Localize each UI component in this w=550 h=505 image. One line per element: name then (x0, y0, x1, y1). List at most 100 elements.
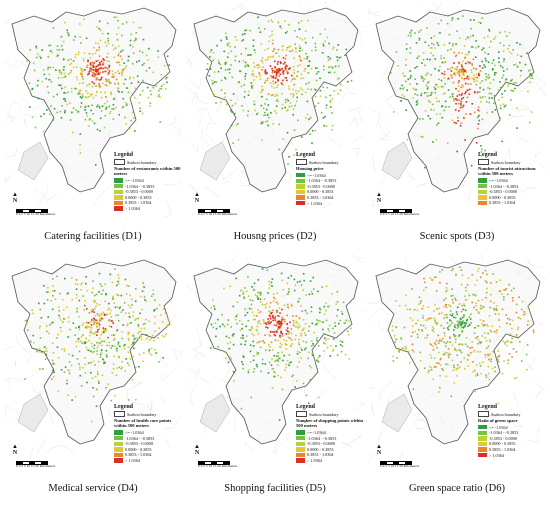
legend-swatch (114, 206, 123, 211)
grid-cell (94, 70, 97, 73)
grid-cell (98, 382, 100, 384)
grid-cell (406, 308, 409, 311)
grid-cell (212, 52, 215, 54)
grid-cell (277, 325, 280, 328)
grid-cell (400, 338, 403, 341)
grid-cell (473, 306, 475, 309)
grid-cell (96, 331, 99, 333)
grid-cell (94, 52, 97, 54)
grid-cell (267, 58, 269, 60)
grid-cell (319, 320, 321, 323)
grid-cell (278, 322, 281, 324)
grid-cell (477, 270, 479, 273)
grid-cell (274, 66, 276, 68)
grid-cell (254, 294, 257, 296)
grid-cell (67, 32, 70, 35)
grid-cell (453, 364, 455, 367)
grid-cell (82, 95, 84, 98)
grid-cell (463, 45, 466, 47)
grid-cell (478, 110, 481, 113)
grid-cell (58, 49, 60, 51)
grid-cell (114, 83, 116, 85)
grid-cell (78, 51, 80, 53)
grid-cell (522, 313, 525, 316)
grid-cell (257, 322, 259, 324)
grid-cell (85, 276, 87, 278)
grid-cell (301, 49, 304, 52)
grid-cell (312, 342, 314, 345)
grid-cell (298, 316, 300, 319)
grid-cell (102, 311, 105, 314)
grid-cell (286, 359, 289, 362)
grid-cell (311, 352, 313, 355)
grid-cell (94, 321, 96, 324)
grid-cell (436, 362, 438, 364)
grid-cell (66, 306, 68, 308)
grid-cell (24, 378, 26, 380)
grid-cell (343, 322, 345, 324)
grid-cell (311, 36, 314, 39)
grid-cell (160, 314, 162, 316)
grid-cell (64, 109, 66, 112)
grid-cell (486, 111, 488, 114)
grid-cell (111, 345, 114, 347)
grid-cell (154, 330, 156, 332)
grid-cell (456, 71, 459, 73)
grid-cell (281, 335, 284, 337)
legend-class-row: 0.0000 - 0.3853 (114, 195, 182, 201)
grid-cell (438, 340, 441, 342)
grid-cell (526, 52, 528, 54)
grid-cell (75, 340, 78, 343)
grid-cell (434, 321, 437, 324)
grid-cell (512, 90, 515, 92)
grid-cell (418, 296, 421, 299)
grid-cell (36, 53, 39, 55)
grid-cell (122, 68, 125, 71)
grid-cell (456, 354, 458, 356)
grid-cell (105, 386, 107, 389)
grid-cell (235, 277, 237, 280)
grid-cell (499, 65, 502, 67)
grid-cell (341, 341, 344, 343)
grid-cell (496, 305, 498, 307)
grid-cell (423, 281, 426, 284)
grid-cell (220, 97, 223, 100)
grid-cell (450, 319, 452, 322)
grid-cell (266, 72, 268, 75)
grid-cell (267, 47, 269, 50)
grid-cell (407, 78, 410, 81)
grid-cell (453, 347, 456, 349)
grid-cell (423, 367, 426, 369)
grid-cell (134, 87, 137, 90)
grid-cell (509, 318, 511, 321)
grid-cell (82, 82, 84, 84)
grid-cell (228, 337, 230, 339)
map-canvas (368, 2, 546, 230)
grid-cell (33, 69, 36, 72)
grid-cell (85, 37, 88, 40)
grid-cell (232, 335, 234, 337)
grid-cell (498, 61, 500, 63)
grid-cell (58, 309, 60, 312)
grid-cell (433, 317, 435, 319)
grid-cell (102, 67, 105, 70)
grid-cell (417, 319, 419, 322)
scale-bar: 0 2.5 5 10 15 20 Kilometers (16, 209, 56, 219)
grid-cell (153, 308, 156, 311)
grid-cell (432, 328, 435, 330)
grid-cell (88, 83, 91, 85)
grid-cell (325, 125, 328, 127)
grid-cell (491, 97, 493, 99)
grid-cell (127, 351, 130, 354)
grid-cell (409, 77, 412, 79)
grid-cell (227, 361, 230, 364)
grid-cell (226, 56, 229, 58)
grid-cell (38, 302, 40, 305)
grid-cell (242, 334, 244, 337)
grid-cell (271, 33, 273, 36)
grid-cell (298, 55, 301, 57)
grid-cell (90, 361, 92, 364)
grid-cell (433, 366, 436, 368)
grid-cell (465, 337, 468, 339)
grid-cell (94, 164, 97, 166)
